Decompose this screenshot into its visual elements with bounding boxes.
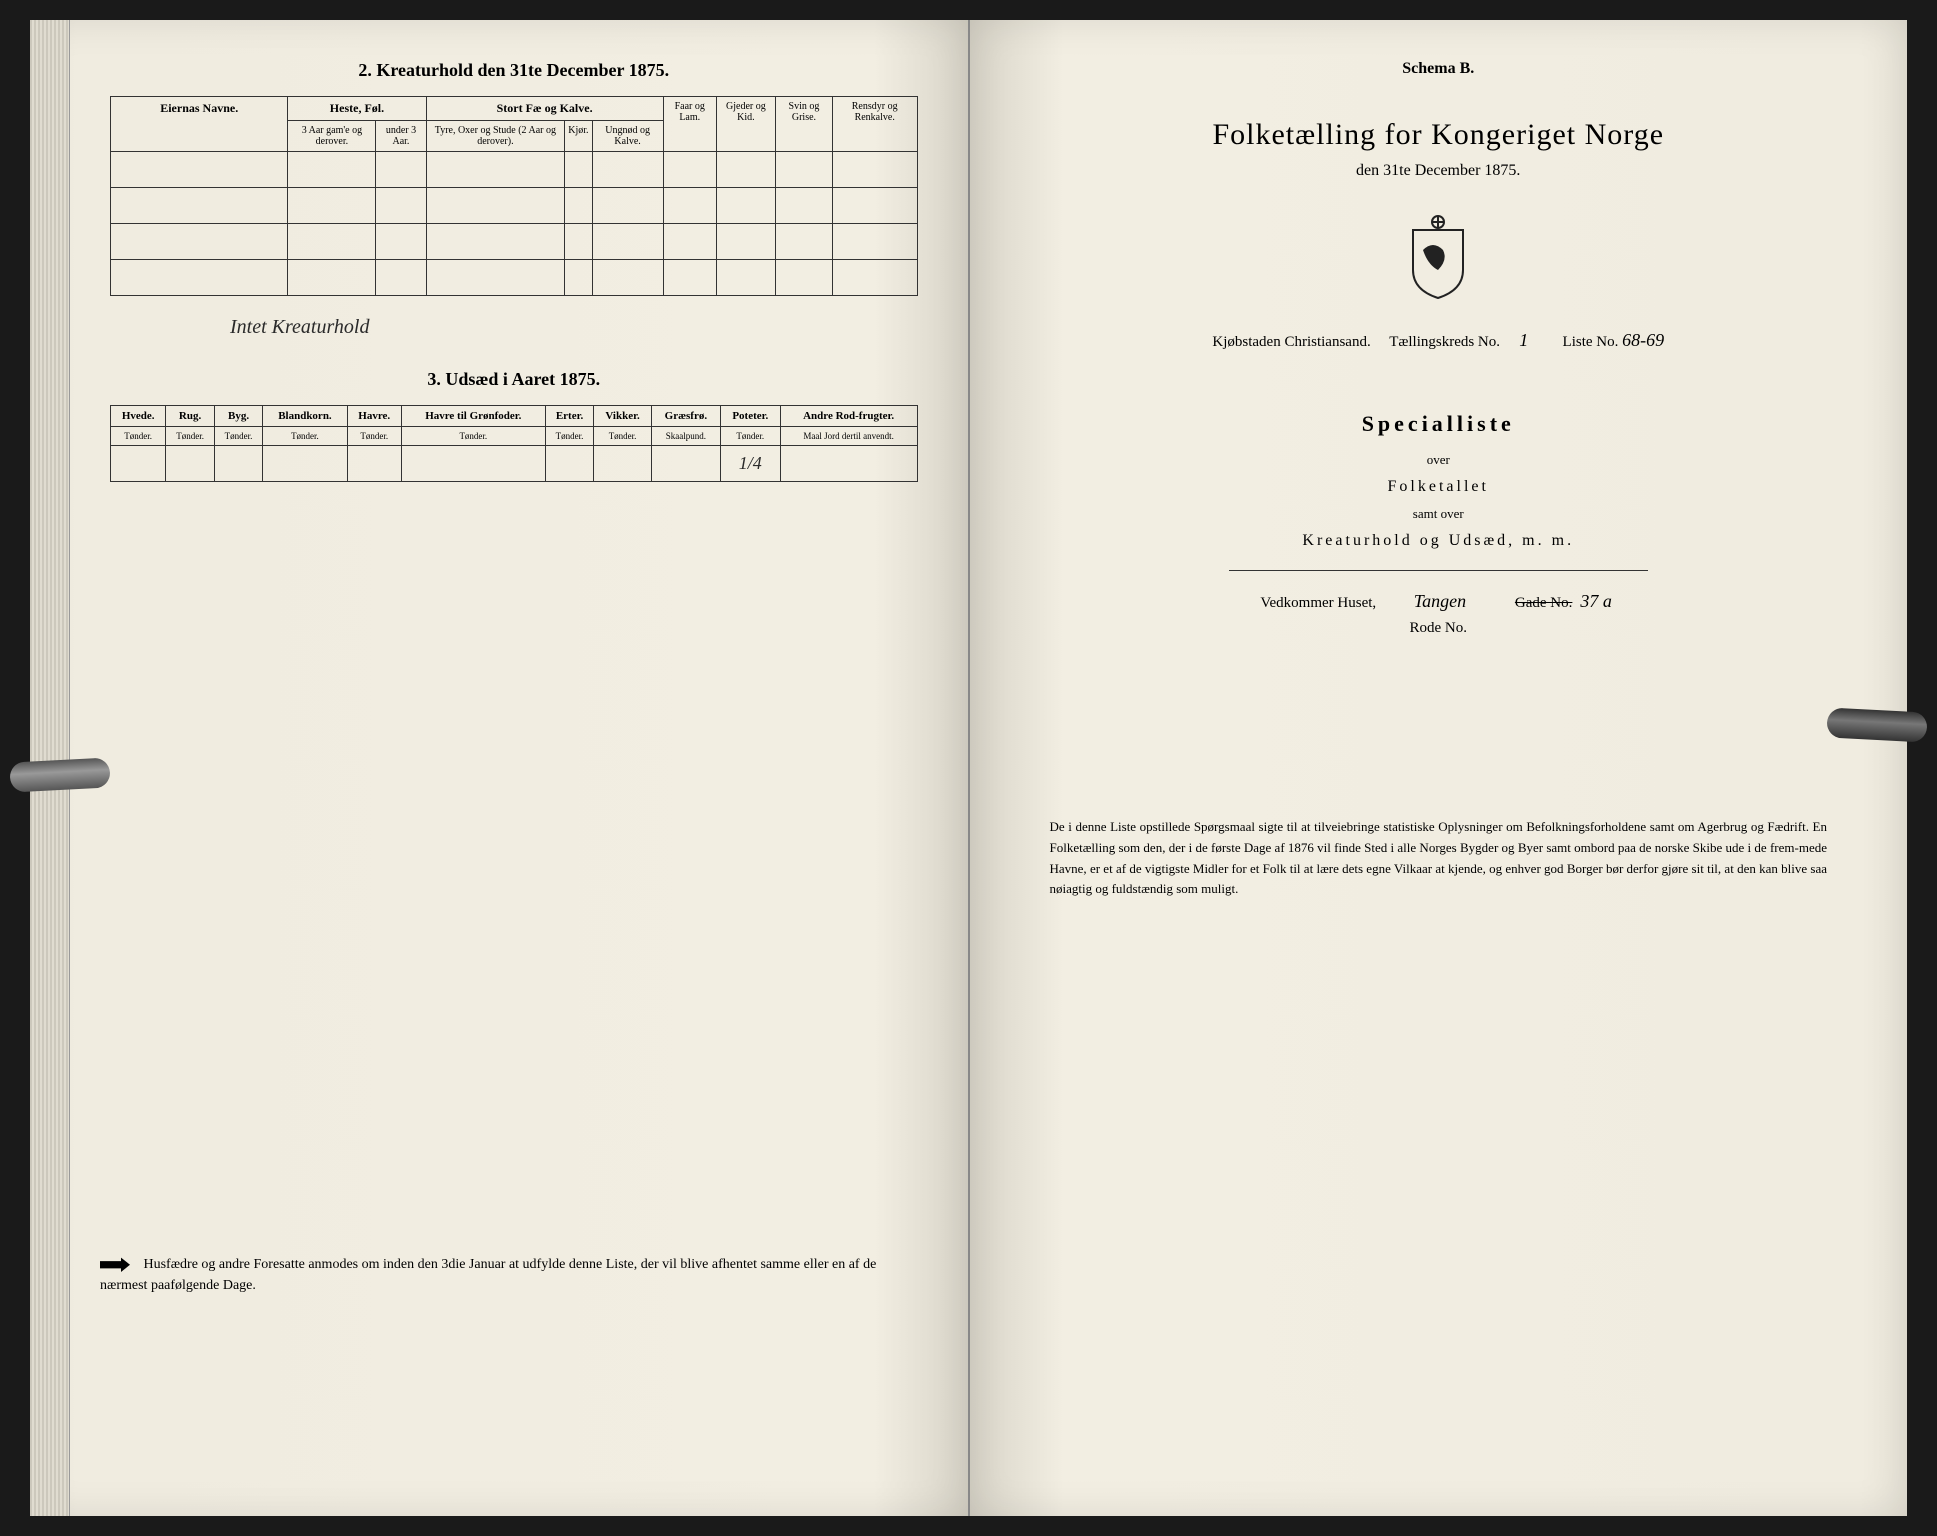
seed-col: Vikker. <box>594 406 652 427</box>
seed-sub: Tønder. <box>720 427 780 446</box>
seed-col: Andre Rod-frugter. <box>780 406 917 427</box>
table-row <box>111 260 918 296</box>
city-label: Kjøbstaden Christiansand. <box>1212 334 1370 350</box>
col-reindeer: Rensdyr og Renkalve. <box>832 97 917 152</box>
seed-col: Hvede. <box>111 406 166 427</box>
col-pig: Svin og Grise. <box>776 97 833 152</box>
seed-col: Erter. <box>545 406 593 427</box>
specialliste-title: Specialliste <box>1020 411 1858 437</box>
table-row <box>111 152 918 188</box>
list-value: 68-69 <box>1622 330 1664 351</box>
col-horse-a: 3 Aar gam'e og derover. <box>288 121 376 152</box>
poteter-value: 1/4 <box>720 446 780 482</box>
seed-sub: Tønder. <box>347 427 401 446</box>
district-label: Tællingskreds No. <box>1389 334 1500 350</box>
census-main-title: Folketælling for Kongeriget Norge <box>1020 118 1858 152</box>
col-horse-group: Heste, Føl. <box>288 97 426 121</box>
handwritten-livestock-note: Intet Kreaturhold <box>230 316 918 339</box>
col-cattle-b: Kjør. <box>565 121 592 152</box>
seed-col: Havre til Grønfoder. <box>401 406 545 427</box>
col-cattle-c: Ungnød og Kalve. <box>592 121 663 152</box>
divider <box>1229 570 1648 571</box>
table-row <box>111 224 918 260</box>
gade-label: Gade No. <box>1515 595 1572 611</box>
col-cattle-group: Stort Fæ og Kalve. <box>426 97 663 121</box>
binder-clip-left <box>9 757 110 792</box>
district-value: 1 <box>1504 330 1544 351</box>
right-page: Schema B. Folketælling for Kongeriget No… <box>970 20 1908 1516</box>
seed-sub: Tønder. <box>111 427 166 446</box>
footer-instruction: Husfædre og andre Foresatte anmodes om i… <box>100 1254 898 1296</box>
livestock-table: Eiernas Navne. Heste, Føl. Stort Fæ og K… <box>110 96 918 296</box>
col-horse-b: under 3 Aar. <box>376 121 426 152</box>
census-subtitle: den 31te December 1875. <box>1020 162 1858 180</box>
seed-sub: Tønder. <box>545 427 593 446</box>
seed-sub: Maal Jord dertil anvendt. <box>780 427 917 446</box>
seed-sub: Skaalpund. <box>651 427 720 446</box>
seed-col: Blandkorn. <box>263 406 347 427</box>
house-label: Vedkommer Huset, <box>1260 595 1376 611</box>
location-line: Kjøbstaden Christiansand. Tællingskreds … <box>1020 330 1858 351</box>
seed-col: Poteter. <box>720 406 780 427</box>
samt-label: samt over <box>1020 506 1858 522</box>
seed-sub: Tønder. <box>594 427 652 446</box>
seed-col: Havre. <box>347 406 401 427</box>
col-goat: Gjeder og Kid. <box>716 97 775 152</box>
section-2-title: 2. Kreaturhold den 31te December 1875. <box>110 60 918 81</box>
seed-col: Rug. <box>166 406 214 427</box>
pointing-hand-icon <box>100 1256 130 1274</box>
seed-sub: Tønder. <box>214 427 262 446</box>
kreaturhold-label: Kreaturhold og Udsæd, m. m. <box>1020 532 1858 550</box>
left-page: 2. Kreaturhold den 31te December 1875. E… <box>30 20 970 1516</box>
section-3-title: 3. Udsæd i Aaret 1875. <box>110 369 918 390</box>
schema-label: Schema B. <box>1020 60 1858 78</box>
coat-of-arms-icon <box>1403 210 1473 300</box>
list-label: Liste No. <box>1563 334 1619 350</box>
seed-sub: Tønder. <box>263 427 347 446</box>
footer-text: Husfædre og andre Foresatte anmodes om i… <box>100 1257 876 1293</box>
rode-line: Rode No. <box>1020 620 1858 637</box>
col-sheep: Faar og Lam. <box>663 97 716 152</box>
col-owner: Eiernas Navne. <box>111 97 288 152</box>
explanatory-paragraph: De i denne Liste opstillede Spørgsmaal s… <box>1020 817 1858 900</box>
folketallet-label: Folketallet <box>1020 478 1858 496</box>
house-value: Tangen <box>1380 591 1500 612</box>
col-cattle-a: Tyre, Oxer og Stude (2 Aar og derover). <box>426 121 565 152</box>
house-line: Vedkommer Huset, Tangen Gade No. 37 a <box>1020 591 1858 612</box>
table-row: 1/4 <box>111 446 918 482</box>
seed-table: Hvede. Rug. Byg. Blandkorn. Havre. Havre… <box>110 405 918 482</box>
binder-clip-right <box>1826 707 1927 742</box>
over-label: over <box>1020 452 1858 468</box>
seed-sub: Tønder. <box>166 427 214 446</box>
seed-sub: Tønder. <box>401 427 545 446</box>
seed-col: Byg. <box>214 406 262 427</box>
table-row <box>111 188 918 224</box>
gade-value: 37 a <box>1576 591 1616 612</box>
seed-col: Græsfrø. <box>651 406 720 427</box>
